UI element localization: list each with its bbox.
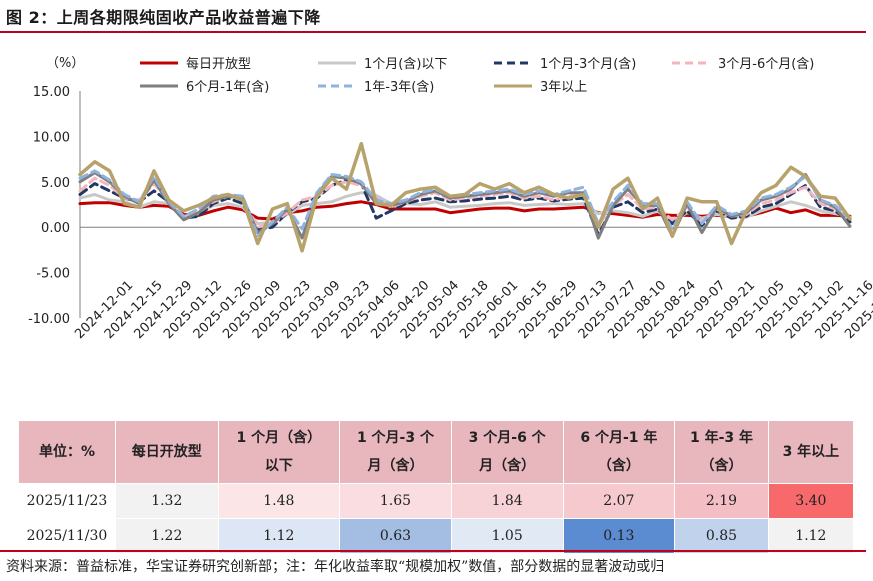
series-line-5: [78, 169, 852, 238]
y-tick-label: 10.00: [33, 130, 70, 145]
table-row: 2025/11/23 1.32 1.48 1.65 1.84 2.07 2.19 3.40: [18, 483, 855, 519]
table-header-text: 以下: [264, 458, 293, 474]
table-row: 2025/11/30 1.22 1.12 0.63 1.05 0.13 0.85 1.12: [18, 518, 855, 554]
table-header-text: 月（含）: [479, 458, 536, 474]
table-value-cell: 1.32: [115, 483, 219, 519]
table-header-text: 1 个月-3 个: [356, 430, 434, 446]
table-header-cell: 单位：%: [18, 420, 116, 484]
table-header-cell: 1 个月-3 个月（含）: [339, 420, 452, 484]
yield-summary-table: 单位：% 每日开放型 1 个月（含） 以下 1 个月-3 个月（含） 3 个月-6 个月（…: [18, 420, 855, 554]
legend-label-4: 6个月-1年(含): [186, 79, 269, 95]
table-header-text: 3 个月-6 个: [468, 430, 546, 446]
table-value-cell: 2.07: [562, 483, 676, 519]
y-tick-label: -10.00: [28, 312, 70, 327]
table-value-cell: 1.48: [217, 483, 341, 519]
table-header-row: 单位：% 每日开放型 1 个月（含） 以下 1 个月-3 个月（含） 3 个月-6 个月（…: [18, 420, 855, 484]
table-value-cell: 1.12: [217, 518, 341, 554]
table-value-cell: 0.13: [562, 518, 676, 554]
table-value-cell: 0.63: [339, 518, 452, 554]
table-value-cell: 1.05: [450, 518, 564, 554]
y-tick-label: 5.00: [41, 176, 70, 191]
table-value-cell: 1.84: [450, 483, 564, 519]
table-header-cell: 6 个月-1 年 （含）: [562, 420, 676, 484]
table-header-text: 单位：%: [38, 444, 96, 460]
table-header-text: 月（含）: [367, 458, 424, 474]
y-tick-label: 15.00: [33, 85, 70, 100]
series-line-3: [78, 176, 852, 229]
table-header-cell: 1 年-3 年 （含）: [674, 420, 769, 484]
table-value-cell: 1.65: [339, 483, 452, 519]
y-axis-label: （%）: [46, 56, 84, 71]
table-header-cell: 3 个月-6 个月（含）: [450, 420, 564, 484]
row-date-cell: 2025/11/30: [18, 518, 116, 554]
table-body: 2025/11/23 1.32 1.48 1.65 1.84 2.07 2.19 3.40 20…: [18, 483, 855, 554]
table-header-cell: 1 个月（含） 以下: [217, 420, 341, 484]
legend-label-0: 每日开放型: [186, 56, 251, 72]
series-line-6: [78, 141, 852, 253]
table-header-text: 1 个月（含）: [236, 430, 322, 446]
legend-label-3: 3个月-6个月(含): [718, 56, 814, 72]
legend-label-1: 1个月(含)以下: [364, 56, 447, 72]
table-header-text: 6 个月-1 年: [580, 430, 658, 446]
table-header-text: 每日开放型: [131, 444, 202, 460]
figure-title: 图 2：上周各期限纯固收产品收益普遍下降: [6, 8, 321, 27]
table-header-cell: 3 年以上: [767, 420, 855, 484]
series-line-4: [78, 171, 852, 240]
table-header-text: （含）: [700, 458, 743, 474]
table-value-cell: 1.22: [115, 518, 219, 554]
legend-label-2: 1个月-3个月(含): [540, 56, 636, 72]
table-value-cell: 2.19: [674, 483, 769, 519]
yield-line-chart: 15.0010.005.000.00-5.00-10.00（%）2024-12-…: [28, 56, 873, 342]
table-value-cell: 3.40: [767, 483, 855, 519]
table-header-text: 1 年-3 年: [689, 430, 753, 446]
y-tick-label: 0.00: [41, 221, 70, 236]
table-header-text: 3 年以上: [782, 444, 840, 460]
table-value-cell: 1.12: [767, 518, 855, 554]
title-rule: [0, 31, 866, 33]
y-tick-label: -5.00: [36, 267, 70, 282]
row-date-cell: 2025/11/23: [18, 483, 116, 519]
table-header-cell: 每日开放型: [115, 420, 219, 484]
legend-label-6: 3年以上: [540, 80, 587, 95]
table-value-cell: 0.85: [674, 518, 769, 554]
legend-label-5: 1年-3年(含): [364, 79, 434, 95]
source-rule: [0, 550, 866, 552]
table-header-text: （含）: [597, 458, 640, 474]
source-note: 资料来源：普益标准，华宝证券研究创新部；注：年化收益率取“规模加权”数值，部分数…: [6, 559, 665, 575]
